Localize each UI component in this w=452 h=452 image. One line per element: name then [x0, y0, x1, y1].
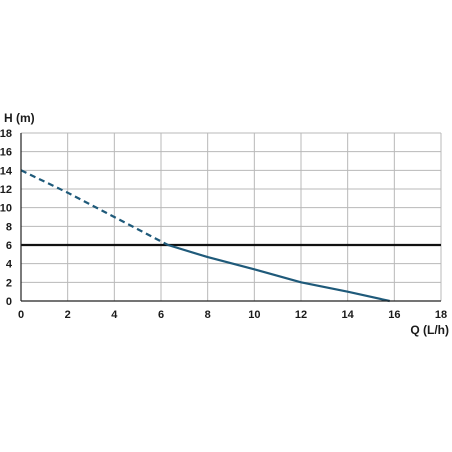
- axes: [20, 133, 441, 302]
- x-tick-label: 18: [435, 309, 447, 321]
- y-tick-label: 0: [6, 296, 12, 308]
- x-tick-label: 16: [388, 309, 400, 321]
- y-tick-label: 18: [0, 128, 12, 140]
- y-tick-label: 16: [0, 147, 12, 159]
- x-tick-label: 4: [111, 309, 118, 321]
- x-tick-label: 0: [18, 309, 24, 321]
- y-tick-label: 6: [6, 240, 12, 252]
- x-tick-label: 8: [205, 309, 211, 321]
- x-tick-label: 2: [65, 309, 71, 321]
- x-tick-label: 10: [248, 309, 260, 321]
- y-tick-label: 2: [6, 277, 12, 289]
- tick-labels: 0 2 4 6 8 10 12 14 16 18 0 2 4 6 8 10 12 14 16 18: [0, 128, 447, 321]
- y-tick-label: 8: [6, 221, 12, 233]
- y-tick-label: 10: [0, 203, 12, 215]
- y-tick-label: 4: [6, 259, 13, 271]
- x-tick-label: 14: [342, 309, 355, 321]
- y-tick-label: 12: [0, 184, 12, 196]
- grid: [20, 132, 442, 302]
- series: [20, 169, 390, 303]
- x-axis-title: Q (L/h): [410, 323, 449, 337]
- y-axis-title: H (m): [4, 111, 35, 125]
- y-tick-label: 14: [0, 165, 13, 177]
- x-tick-label: 12: [295, 309, 307, 321]
- pump-curve-solid-line: [167, 243, 390, 303]
- pump-curve-dashed-line: [20, 169, 169, 246]
- x-tick-label: 6: [158, 309, 164, 321]
